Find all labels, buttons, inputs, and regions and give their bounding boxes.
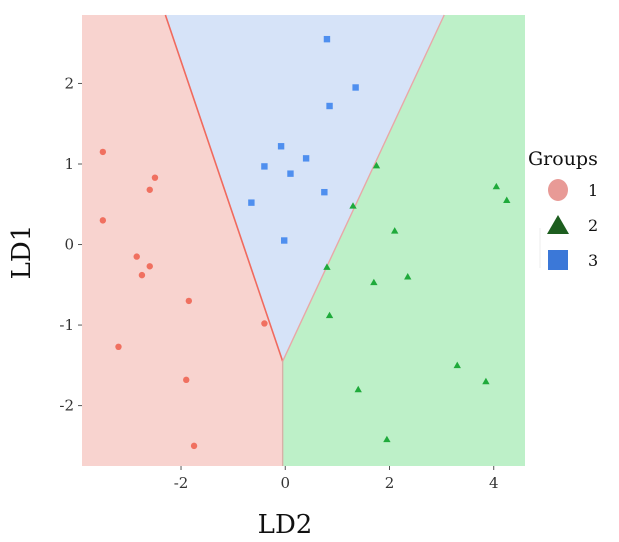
x-tick-label: 0	[280, 474, 290, 492]
point-group-3	[261, 163, 268, 170]
boundary-1-3	[164, 14, 284, 362]
point-group-2	[354, 385, 362, 393]
point-group-3	[302, 155, 310, 162]
point-group-2	[372, 161, 381, 169]
point-group-1	[99, 148, 107, 156]
legend-key-triangle	[547, 215, 569, 234]
series-group-2	[323, 161, 511, 443]
legend-key-circle	[548, 179, 568, 201]
point-group-1	[261, 320, 268, 327]
point-group-1	[133, 253, 140, 260]
point-group-1	[185, 297, 193, 305]
point-group-3	[326, 102, 333, 110]
point-group-1	[190, 442, 198, 450]
point-group-1	[183, 376, 190, 384]
point-group-1	[115, 343, 122, 351]
y-tick-label: -1	[59, 316, 74, 334]
legend-key-square	[548, 250, 568, 270]
point-group-3	[281, 237, 288, 244]
point-group-1	[99, 217, 107, 224]
legend-label: 3	[588, 251, 598, 270]
point-group-2	[370, 278, 378, 286]
x-tick-label: 2	[385, 474, 395, 492]
axes: -2 0 2 4 -2 -1 0 1 2	[59, 74, 498, 492]
legend-item-1: 1	[548, 179, 598, 201]
y-tick-label: 0	[64, 236, 74, 254]
point-group-3	[287, 170, 294, 177]
point-group-2	[482, 377, 490, 385]
boundary-3-2	[282, 14, 445, 362]
point-group-3	[277, 143, 285, 150]
point-group-1	[138, 271, 146, 279]
point-group-1	[151, 174, 159, 181]
region-group-2	[282, 15, 525, 466]
legend: Groups 1 2 3	[528, 148, 598, 270]
legend-item-3: 3	[548, 250, 598, 270]
point-group-2	[492, 182, 501, 190]
legend-item-2: 2	[547, 215, 598, 235]
point-group-1	[146, 263, 153, 270]
plot-area	[82, 14, 525, 466]
y-tick-label: -2	[59, 397, 74, 415]
series-group-1	[99, 148, 268, 450]
region-group-3	[165, 15, 445, 362]
point-group-1	[146, 186, 153, 193]
point-group-2	[383, 435, 391, 443]
x-tick-label: 4	[489, 474, 499, 492]
point-group-3	[323, 35, 331, 43]
point-group-3	[248, 199, 255, 206]
series-group-3	[248, 35, 359, 244]
region-group-1	[82, 15, 283, 466]
legend-label: 1	[588, 181, 598, 200]
point-group-2	[325, 311, 334, 319]
point-group-2	[391, 227, 399, 234]
point-group-3	[352, 84, 359, 91]
point-group-2	[404, 273, 412, 280]
legend-label: 2	[588, 216, 598, 235]
y-tick-label: 1	[64, 155, 74, 173]
legend-title: Groups	[528, 148, 598, 170]
point-group-2	[323, 263, 331, 270]
point-group-2	[503, 196, 511, 203]
x-tick-label: -2	[174, 474, 189, 492]
point-group-3	[321, 188, 328, 196]
x-axis-title: LD2	[258, 510, 313, 540]
y-tick-label: 2	[64, 74, 74, 92]
y-axis-title: LD1	[7, 225, 37, 280]
point-group-2	[349, 202, 357, 209]
point-group-2	[453, 361, 461, 369]
